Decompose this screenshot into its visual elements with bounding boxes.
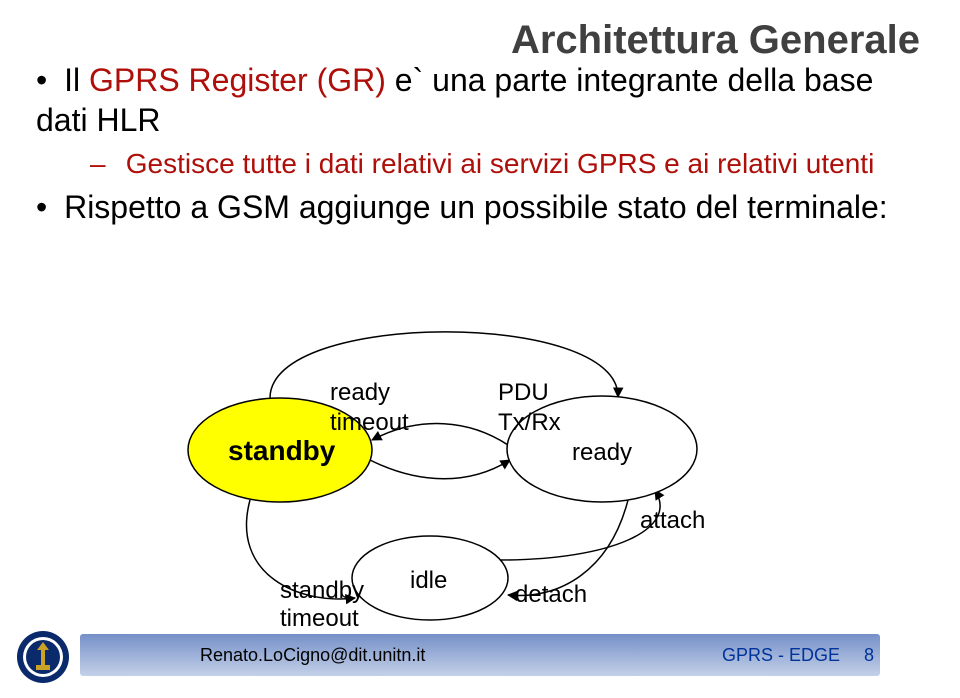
label-ready-timeout-2: timeout xyxy=(330,409,409,436)
edge-standby-to-ready xyxy=(370,460,510,479)
label-pdu-2: Tx/Rx xyxy=(498,409,561,436)
label-attach: attach xyxy=(640,507,705,534)
label-detach: detach xyxy=(515,581,587,608)
state-diagram: standby ready idle ready timeout PDU Tx/… xyxy=(0,0,960,698)
label-ready: ready xyxy=(572,439,632,466)
university-logo-icon xyxy=(16,630,70,684)
footer-right: GPRS - EDGE xyxy=(722,645,840,666)
slide: Architettura Generale • Il GPRS Register… xyxy=(0,0,960,698)
label-pdu-1: PDU xyxy=(498,379,549,406)
edge-standby-to-ready-arc xyxy=(270,332,618,398)
footer-left: Renato.LoCigno@dit.unitn.it xyxy=(200,645,425,666)
label-standby-timeout-1: standby xyxy=(280,577,364,604)
label-ready-timeout-1: ready xyxy=(330,379,390,406)
label-standby: standby xyxy=(228,435,336,466)
label-standby-timeout-2: timeout xyxy=(280,605,359,632)
label-idle: idle xyxy=(410,567,447,594)
footer-page-number: 8 xyxy=(864,645,874,666)
